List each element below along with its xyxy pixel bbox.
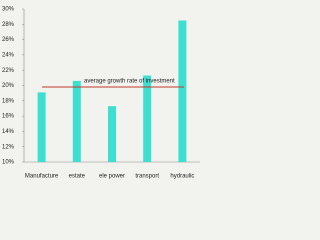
bar bbox=[108, 106, 116, 162]
y-tick-label: 16% bbox=[2, 114, 15, 120]
chart: 10% 12% 14% 16% 18% 20% 22% 24% 26% 28% 30% Manufac… bbox=[0, 0, 205, 192]
y-tick-label: 20% bbox=[2, 83, 15, 89]
x-tick-label: estate bbox=[69, 174, 86, 180]
y-tick-label: 26% bbox=[2, 37, 15, 43]
y-tick-label: 14% bbox=[2, 129, 15, 135]
bar bbox=[72, 80, 81, 162]
y-tick-label: 18% bbox=[2, 98, 15, 104]
x-tick-label: transport bbox=[135, 174, 159, 180]
x-tick-label: ele power bbox=[99, 174, 125, 180]
y-tick-label: 24% bbox=[2, 52, 15, 58]
y-tick-label: 12% bbox=[2, 144, 15, 150]
annotation: average growth rate of investment bbox=[84, 79, 175, 85]
y-tick-label: 10% bbox=[2, 160, 15, 166]
background bbox=[0, 0, 205, 192]
y-tick-label: 28% bbox=[2, 22, 15, 28]
bar bbox=[178, 20, 187, 162]
y-tick-label: 30% bbox=[2, 7, 15, 13]
x-tick-label: hydraulic bbox=[170, 174, 194, 180]
y-tick-label: 22% bbox=[2, 68, 15, 74]
bar bbox=[37, 92, 46, 162]
bar bbox=[143, 75, 152, 162]
x-tick-label: Manufacture bbox=[25, 174, 59, 180]
